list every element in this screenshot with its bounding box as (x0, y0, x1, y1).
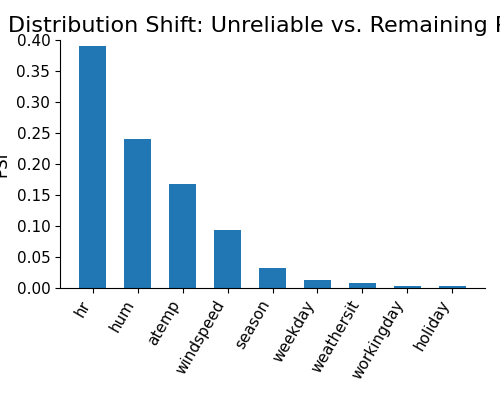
Bar (438, 286, 466, 288)
Bar (214, 230, 241, 288)
Title: Distribution Shift: Unreliable vs. Remaining Reg: Distribution Shift: Unreliable vs. Remai… (8, 16, 500, 36)
Bar (394, 286, 421, 288)
Bar (80, 46, 106, 288)
Bar (349, 283, 376, 288)
Y-axis label: PSI: PSI (0, 151, 11, 177)
Bar (259, 268, 286, 288)
Bar (124, 139, 151, 288)
Bar (304, 280, 331, 288)
Bar (169, 184, 196, 288)
